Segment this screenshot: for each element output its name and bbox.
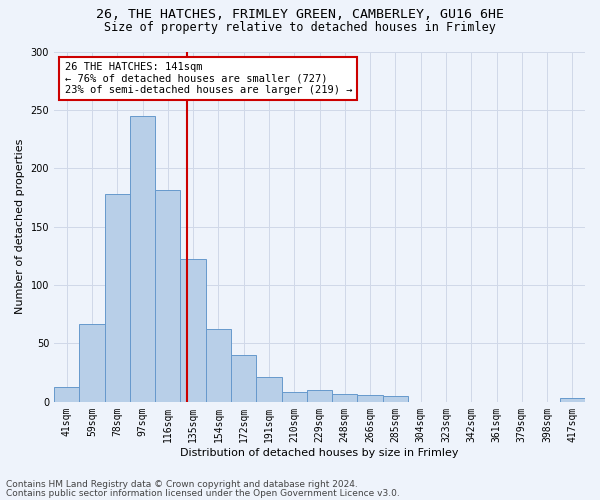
Bar: [256, 378, 281, 402]
Text: 26, THE HATCHES, FRIMLEY GREEN, CAMBERLEY, GU16 6HE: 26, THE HATCHES, FRIMLEY GREEN, CAMBERLE…: [96, 8, 504, 20]
Bar: [104, 194, 130, 402]
Text: Contains HM Land Registry data © Crown copyright and database right 2024.: Contains HM Land Registry data © Crown c…: [6, 480, 358, 489]
Bar: [206, 330, 231, 402]
Text: 26 THE HATCHES: 141sqm
← 76% of detached houses are smaller (727)
23% of semi-de: 26 THE HATCHES: 141sqm ← 76% of detached…: [65, 62, 352, 95]
Text: Contains public sector information licensed under the Open Government Licence v3: Contains public sector information licen…: [6, 489, 400, 498]
X-axis label: Distribution of detached houses by size in Frimley: Distribution of detached houses by size …: [180, 448, 459, 458]
Bar: [307, 390, 332, 402]
Bar: [560, 398, 585, 402]
Bar: [281, 392, 307, 402]
Bar: [383, 396, 408, 402]
Bar: [54, 386, 79, 402]
Bar: [332, 394, 358, 402]
Bar: [79, 324, 104, 402]
Bar: [181, 260, 206, 402]
Bar: [231, 355, 256, 402]
Text: Size of property relative to detached houses in Frimley: Size of property relative to detached ho…: [104, 21, 496, 34]
Bar: [155, 190, 181, 402]
Bar: [358, 395, 383, 402]
Y-axis label: Number of detached properties: Number of detached properties: [15, 139, 25, 314]
Bar: [130, 116, 155, 402]
